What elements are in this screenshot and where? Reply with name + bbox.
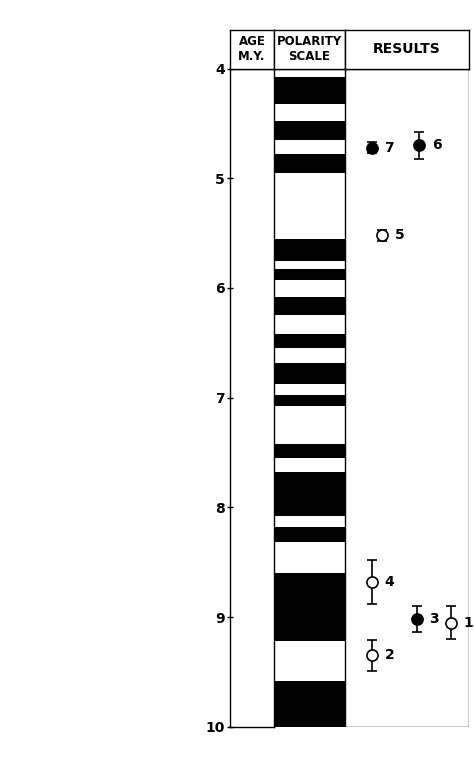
Bar: [274, 297, 345, 316]
Bar: [274, 140, 345, 154]
Text: 4: 4: [384, 575, 394, 589]
Text: 3: 3: [429, 612, 439, 626]
Bar: [274, 458, 345, 472]
Bar: [274, 316, 345, 334]
Bar: [274, 543, 345, 573]
Bar: [274, 681, 345, 727]
Bar: [274, 395, 345, 407]
Bar: [274, 154, 345, 173]
Text: 6: 6: [432, 139, 442, 152]
Bar: [274, 363, 345, 385]
Bar: [274, 348, 345, 363]
Bar: [274, 407, 345, 444]
Text: 1: 1: [463, 615, 473, 630]
Bar: [274, 121, 345, 140]
Text: RESULTS: RESULTS: [373, 42, 441, 57]
Text: 7: 7: [384, 141, 394, 154]
Bar: [274, 472, 345, 516]
Text: 2: 2: [384, 649, 394, 662]
Bar: [274, 238, 345, 260]
Bar: [274, 77, 345, 104]
Bar: [274, 527, 345, 543]
Bar: [274, 104, 345, 121]
Bar: [274, 334, 345, 348]
Bar: [274, 173, 345, 238]
Text: 5: 5: [394, 229, 404, 242]
Bar: [274, 269, 345, 280]
Bar: [274, 280, 345, 297]
Bar: [274, 516, 345, 527]
Bar: [274, 444, 345, 458]
Bar: [274, 385, 345, 395]
Bar: [274, 641, 345, 681]
Text: POLARITY
SCALE: POLARITY SCALE: [277, 36, 342, 64]
Bar: [274, 260, 345, 269]
Text: AGE
M.Y.: AGE M.Y.: [238, 36, 266, 64]
Bar: [274, 573, 345, 641]
Bar: [274, 69, 345, 77]
